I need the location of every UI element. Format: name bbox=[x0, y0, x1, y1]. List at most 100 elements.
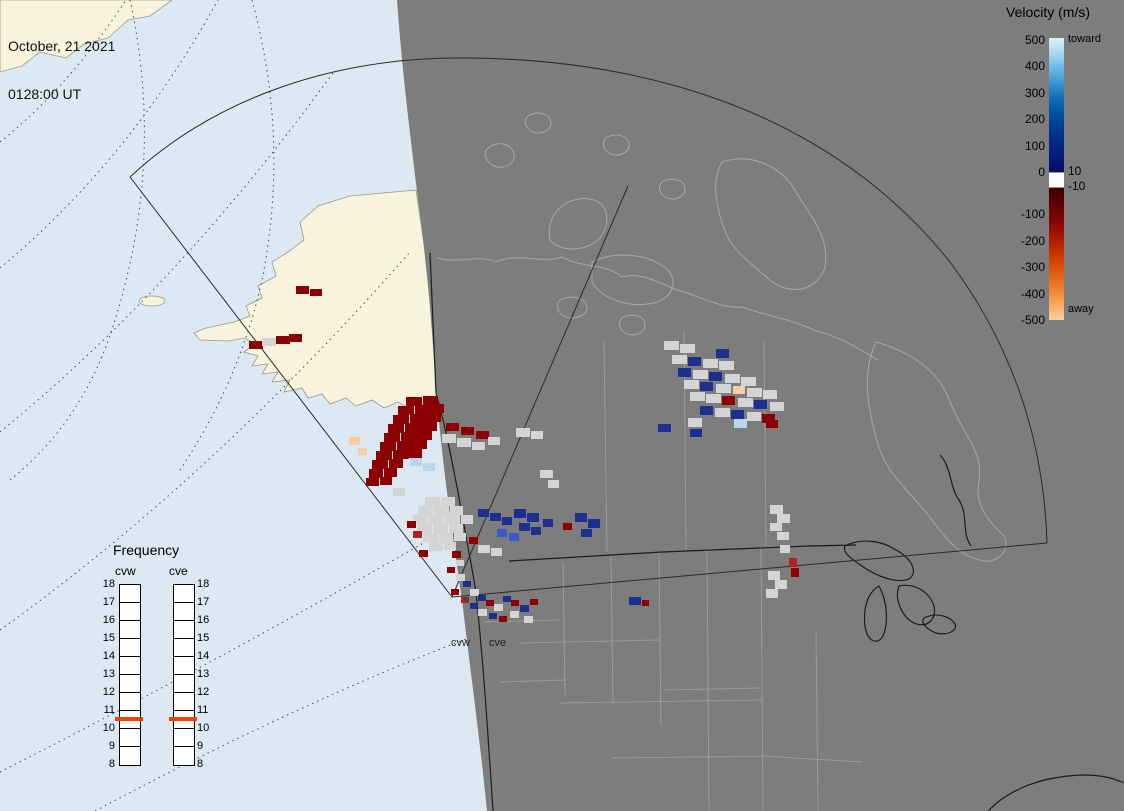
radar-echo-cell bbox=[425, 497, 440, 506]
radar-echo-cell bbox=[716, 349, 729, 358]
radar-echo-cell bbox=[543, 519, 553, 527]
velocity-colorbar-away bbox=[1049, 188, 1064, 320]
frequency-legend-title: Frequency bbox=[113, 542, 180, 558]
radar-echo-cell bbox=[413, 440, 427, 449]
frequency-bar-cell bbox=[174, 585, 194, 603]
fov-left-edge bbox=[129, 176, 453, 598]
radar-echo-cell bbox=[531, 527, 541, 535]
frequency-tick-label: 15 bbox=[197, 632, 210, 644]
land-chukotka bbox=[0, 0, 173, 73]
frequency-bar-cell bbox=[174, 657, 194, 675]
radar-echo-cell bbox=[451, 589, 459, 595]
radar-echo-cell bbox=[441, 497, 455, 506]
frequency-tick-label: 9 bbox=[197, 740, 204, 752]
radar-echo-cell bbox=[688, 418, 702, 427]
radar-echo-cell bbox=[429, 515, 444, 524]
radar-echo-cell bbox=[588, 519, 600, 528]
radar-echo-cell bbox=[442, 434, 456, 443]
radar-echo-cell bbox=[700, 406, 713, 415]
radar-echo-cell bbox=[372, 460, 388, 469]
radar-echo-cell bbox=[706, 394, 721, 403]
frequency-tick-label: 14 bbox=[102, 650, 115, 662]
radar-echo-cell bbox=[417, 524, 432, 533]
frequency-bar-cell bbox=[174, 693, 194, 711]
radar-echo-cell bbox=[731, 410, 744, 419]
radar-echo-cell bbox=[410, 414, 426, 423]
radar-echo-cell bbox=[693, 370, 708, 379]
radar-label-cve: cve bbox=[489, 637, 506, 649]
velocity-tick-label: -200 bbox=[1020, 233, 1045, 248]
radar-echo-cell bbox=[376, 451, 392, 460]
radar-echo-cell bbox=[490, 513, 501, 521]
radar-echo-cell bbox=[296, 286, 309, 294]
radar-echo-cell bbox=[733, 386, 745, 394]
radar-echo-cell bbox=[407, 521, 416, 528]
frequency-tick-label: 8 bbox=[108, 758, 115, 770]
velocity-colorbar bbox=[1049, 38, 1064, 320]
radar-echo-cell bbox=[690, 392, 705, 401]
radar-echo-cell bbox=[715, 408, 730, 417]
frequency-bar-cell bbox=[174, 639, 194, 657]
radar-echo-cell bbox=[310, 289, 322, 296]
radar-echo-cell bbox=[457, 438, 471, 447]
radar-echo-cell bbox=[429, 542, 443, 551]
radar-echo-cell bbox=[491, 548, 502, 556]
night-map-lines bbox=[436, 112, 1007, 562]
radar-echo-cell bbox=[524, 616, 533, 623]
radar-echo-cell bbox=[716, 384, 731, 393]
radar-echo-cell bbox=[478, 545, 490, 553]
fov-right-edge bbox=[451, 542, 1048, 598]
velocity-tick-label: -500 bbox=[1020, 313, 1045, 327]
state-borders bbox=[483, 331, 863, 811]
radar-echo-cell bbox=[725, 374, 740, 383]
radar-echo-cell bbox=[470, 603, 478, 609]
radar-echo-cell bbox=[461, 515, 473, 524]
radar-echo-cell bbox=[426, 413, 441, 422]
radar-echo-cell bbox=[461, 427, 474, 435]
radar-echo-cell bbox=[766, 589, 778, 598]
frequency-bar-cell bbox=[120, 639, 140, 657]
frequency-tick-label: 8 bbox=[197, 758, 204, 770]
frequency-bar-cell bbox=[120, 729, 140, 747]
radar-echo-cell bbox=[417, 431, 432, 440]
radar-echo-cell bbox=[478, 509, 489, 517]
radar-echo-cell bbox=[421, 422, 437, 431]
radar-echo-cell bbox=[511, 600, 519, 606]
radar-echo-cell bbox=[472, 442, 485, 450]
radar-echo-cell bbox=[418, 506, 433, 515]
radar-echo-cell bbox=[531, 431, 543, 439]
frequency-tick-label: 16 bbox=[102, 614, 115, 626]
radar-echo-cell bbox=[433, 524, 448, 533]
radar-echo-cell bbox=[540, 470, 553, 478]
radar-echo-cell bbox=[766, 420, 778, 428]
radar-echo-cell bbox=[405, 423, 421, 432]
frequency-bar-cell bbox=[174, 729, 194, 747]
velocity-tick-label: 100 bbox=[1024, 138, 1045, 153]
radar-echo-cell bbox=[684, 380, 699, 389]
frequency-bar-cell bbox=[120, 675, 140, 693]
radar-echo-cell bbox=[415, 405, 431, 414]
frequency-tick-label: 10 bbox=[197, 722, 210, 734]
frequency-marker-cve bbox=[169, 717, 197, 721]
frequency-column-header: cve bbox=[169, 564, 188, 578]
radar-fov-outlines bbox=[129, 57, 1048, 598]
datetime-stamp: October, 21 2021 0128:00 UT bbox=[8, 6, 115, 134]
velocity-legend-title: Velocity (m/s) bbox=[1006, 4, 1091, 20]
velocity-tick-label: 500 bbox=[1024, 33, 1045, 47]
velocity-legend: Velocity (m/s) toward away 500 400 300 200 1… bbox=[1000, 0, 1124, 335]
velocity-tick-label: 200 bbox=[1024, 112, 1045, 127]
radar-echo-cell bbox=[738, 398, 753, 407]
radar-echo-cell bbox=[476, 431, 489, 439]
radar-echo-cell bbox=[658, 424, 671, 432]
frequency-bar-cell bbox=[174, 711, 194, 729]
frequency-marker-cvw bbox=[115, 717, 143, 721]
radar-echo-cell bbox=[478, 609, 487, 616]
frequency-column-header: cvw bbox=[115, 564, 136, 578]
frequency-tick-label: 11 bbox=[197, 704, 209, 716]
velocity-tick-label: -400 bbox=[1020, 286, 1045, 301]
radar-echo-cell bbox=[431, 404, 444, 413]
frequency-tick-label: 12 bbox=[197, 686, 210, 698]
radar-echo-cell bbox=[380, 442, 396, 451]
radar-echo-cell bbox=[486, 600, 494, 606]
radar-echo-cell bbox=[516, 428, 530, 437]
